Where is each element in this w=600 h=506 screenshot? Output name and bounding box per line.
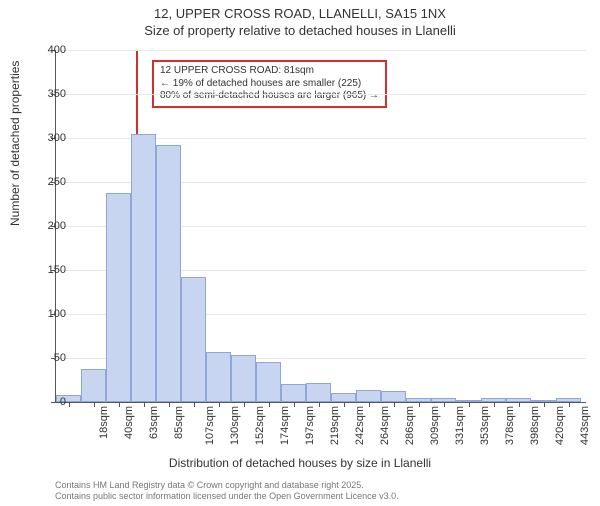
x-tick-mark: [519, 402, 520, 407]
x-tick-label: 331sqm: [454, 406, 466, 445]
histogram-bar: [81, 369, 106, 402]
footer-line2: Contains public sector information licen…: [55, 491, 399, 502]
chart-title-line2: Size of property relative to detached ho…: [0, 23, 600, 38]
x-tick-label: 443sqm: [579, 406, 591, 445]
histogram-bar: [131, 134, 156, 402]
annotation-line3: 80% of semi-detached houses are larger (…: [160, 90, 379, 103]
x-tick-mark: [144, 402, 145, 407]
x-tick-label: 18sqm: [98, 406, 110, 439]
histogram-bar: [356, 390, 381, 402]
grid-line: [56, 50, 586, 51]
x-tick-label: 242sqm: [354, 406, 366, 445]
y-tick-label: 50: [26, 352, 66, 364]
y-tick-label: 100: [26, 308, 66, 320]
footer-line1: Contains HM Land Registry data © Crown c…: [55, 480, 399, 491]
histogram-bar: [231, 355, 256, 402]
x-tick-mark: [394, 402, 395, 407]
y-tick-label: 0: [26, 396, 66, 408]
y-tick-label: 150: [26, 264, 66, 276]
x-tick-label: 264sqm: [379, 406, 391, 445]
annotation-line1: 12 UPPER CROSS ROAD: 81sqm: [160, 65, 379, 78]
annotation-line2: ← 19% of detached houses are smaller (22…: [160, 78, 379, 91]
x-tick-mark: [344, 402, 345, 407]
x-tick-mark: [419, 402, 420, 407]
x-tick-mark: [294, 402, 295, 407]
x-tick-label: 309sqm: [429, 406, 441, 445]
x-tick-mark: [444, 402, 445, 407]
x-tick-mark: [119, 402, 120, 407]
x-axis-label: Distribution of detached houses by size …: [0, 456, 600, 470]
histogram-bar: [156, 145, 181, 402]
histogram-plot: 12 UPPER CROSS ROAD: 81sqm ← 19% of deta…: [55, 50, 586, 403]
x-tick-label: 63sqm: [148, 406, 160, 439]
x-tick-label: 85sqm: [173, 406, 185, 439]
histogram-bar: [281, 384, 306, 402]
x-tick-label: 152sqm: [254, 406, 266, 445]
x-tick-mark: [69, 402, 70, 407]
x-tick-label: 197sqm: [304, 406, 316, 445]
annotation-box: 12 UPPER CROSS ROAD: 81sqm ← 19% of deta…: [152, 60, 387, 108]
y-axis-label: Number of detached properties: [8, 61, 22, 226]
y-tick-label: 200: [26, 220, 66, 232]
y-tick-label: 400: [26, 44, 66, 56]
histogram-bar: [331, 393, 356, 402]
x-tick-mark: [194, 402, 195, 407]
x-tick-mark: [569, 402, 570, 407]
histogram-bar: [306, 383, 331, 402]
x-tick-mark: [244, 402, 245, 407]
chart-title-line1: 12, UPPER CROSS ROAD, LLANELLI, SA15 1NX: [0, 6, 600, 21]
x-tick-mark: [544, 402, 545, 407]
x-tick-label: 286sqm: [404, 406, 416, 445]
y-tick-label: 250: [26, 176, 66, 188]
x-tick-label: 378sqm: [504, 406, 516, 445]
x-tick-label: 219sqm: [329, 406, 341, 445]
histogram-bar: [106, 193, 131, 402]
histogram-bar: [256, 362, 281, 402]
x-tick-mark: [494, 402, 495, 407]
x-tick-label: 420sqm: [554, 406, 566, 445]
x-tick-mark: [469, 402, 470, 407]
y-tick-label: 300: [26, 132, 66, 144]
x-tick-label: 398sqm: [529, 406, 541, 445]
x-tick-label: 40sqm: [123, 406, 135, 439]
footer-attribution: Contains HM Land Registry data © Crown c…: [55, 480, 399, 502]
x-tick-mark: [94, 402, 95, 407]
x-tick-mark: [319, 402, 320, 407]
x-tick-mark: [269, 402, 270, 407]
grid-line: [56, 94, 586, 95]
x-tick-label: 353sqm: [479, 406, 491, 445]
y-tick-label: 350: [26, 88, 66, 100]
histogram-bar: [206, 352, 231, 402]
x-tick-label: 130sqm: [229, 406, 241, 445]
x-tick-label: 107sqm: [204, 406, 216, 445]
x-tick-label: 174sqm: [279, 406, 291, 445]
x-tick-mark: [369, 402, 370, 407]
histogram-bar: [381, 391, 406, 402]
x-tick-mark: [219, 402, 220, 407]
histogram-bar: [181, 277, 206, 402]
x-tick-mark: [169, 402, 170, 407]
